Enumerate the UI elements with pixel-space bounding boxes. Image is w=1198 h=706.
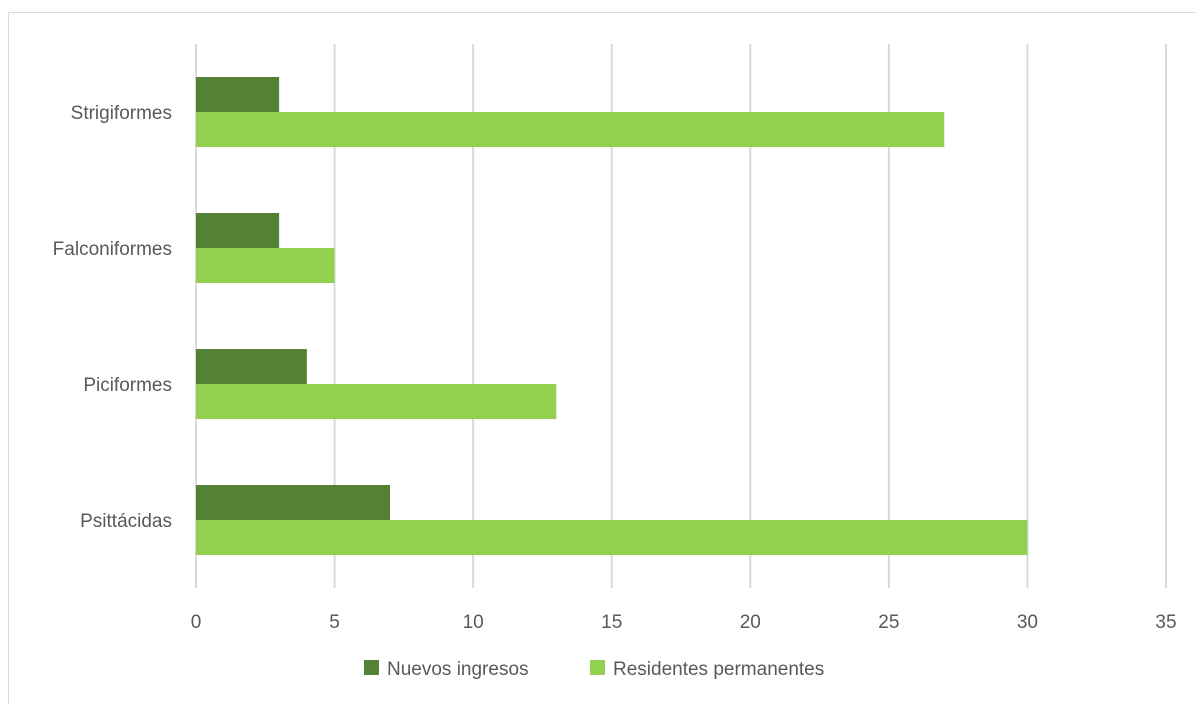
bar-residentes-2 — [196, 384, 557, 419]
bar-nuevos-1 — [196, 213, 280, 248]
x-tick-label: 35 — [1155, 612, 1176, 633]
bar-residentes-3 — [196, 520, 1028, 555]
category-label: Psittácidas — [80, 511, 172, 532]
x-axis-ticks: 0 5 10 15 20 25 30 35 — [191, 612, 1177, 633]
legend: Nuevos ingresos Residentes permanentes — [364, 659, 824, 680]
x-tick-label: 25 — [878, 612, 899, 633]
bar-nuevos-3 — [196, 485, 390, 520]
chart-frame — [8, 12, 1196, 704]
legend-label-0: Nuevos ingresos — [387, 659, 529, 680]
category-label: Strigiformes — [71, 103, 172, 124]
legend-swatch-0 — [364, 660, 379, 675]
bar-residentes-0 — [196, 112, 945, 147]
bar-nuevos-0 — [196, 77, 280, 112]
bars — [196, 77, 1028, 555]
legend-swatch-1 — [590, 660, 605, 675]
x-tick-label: 0 — [191, 612, 202, 633]
bar-residentes-1 — [196, 248, 335, 283]
category-label: Falconiformes — [53, 239, 172, 260]
category-labels: Strigiformes Falconiformes Piciformes Psitt… — [53, 103, 172, 532]
legend-label-1: Residentes permanentes — [613, 659, 824, 680]
x-tick-label: 30 — [1017, 612, 1038, 633]
x-tick-label: 15 — [601, 612, 622, 633]
x-tick-label: 20 — [740, 612, 761, 633]
bar-nuevos-2 — [196, 349, 307, 384]
category-label: Piciformes — [83, 375, 172, 396]
x-tick-label: 5 — [329, 612, 340, 633]
gridlines — [195, 44, 1167, 588]
x-tick-label: 10 — [463, 612, 484, 633]
